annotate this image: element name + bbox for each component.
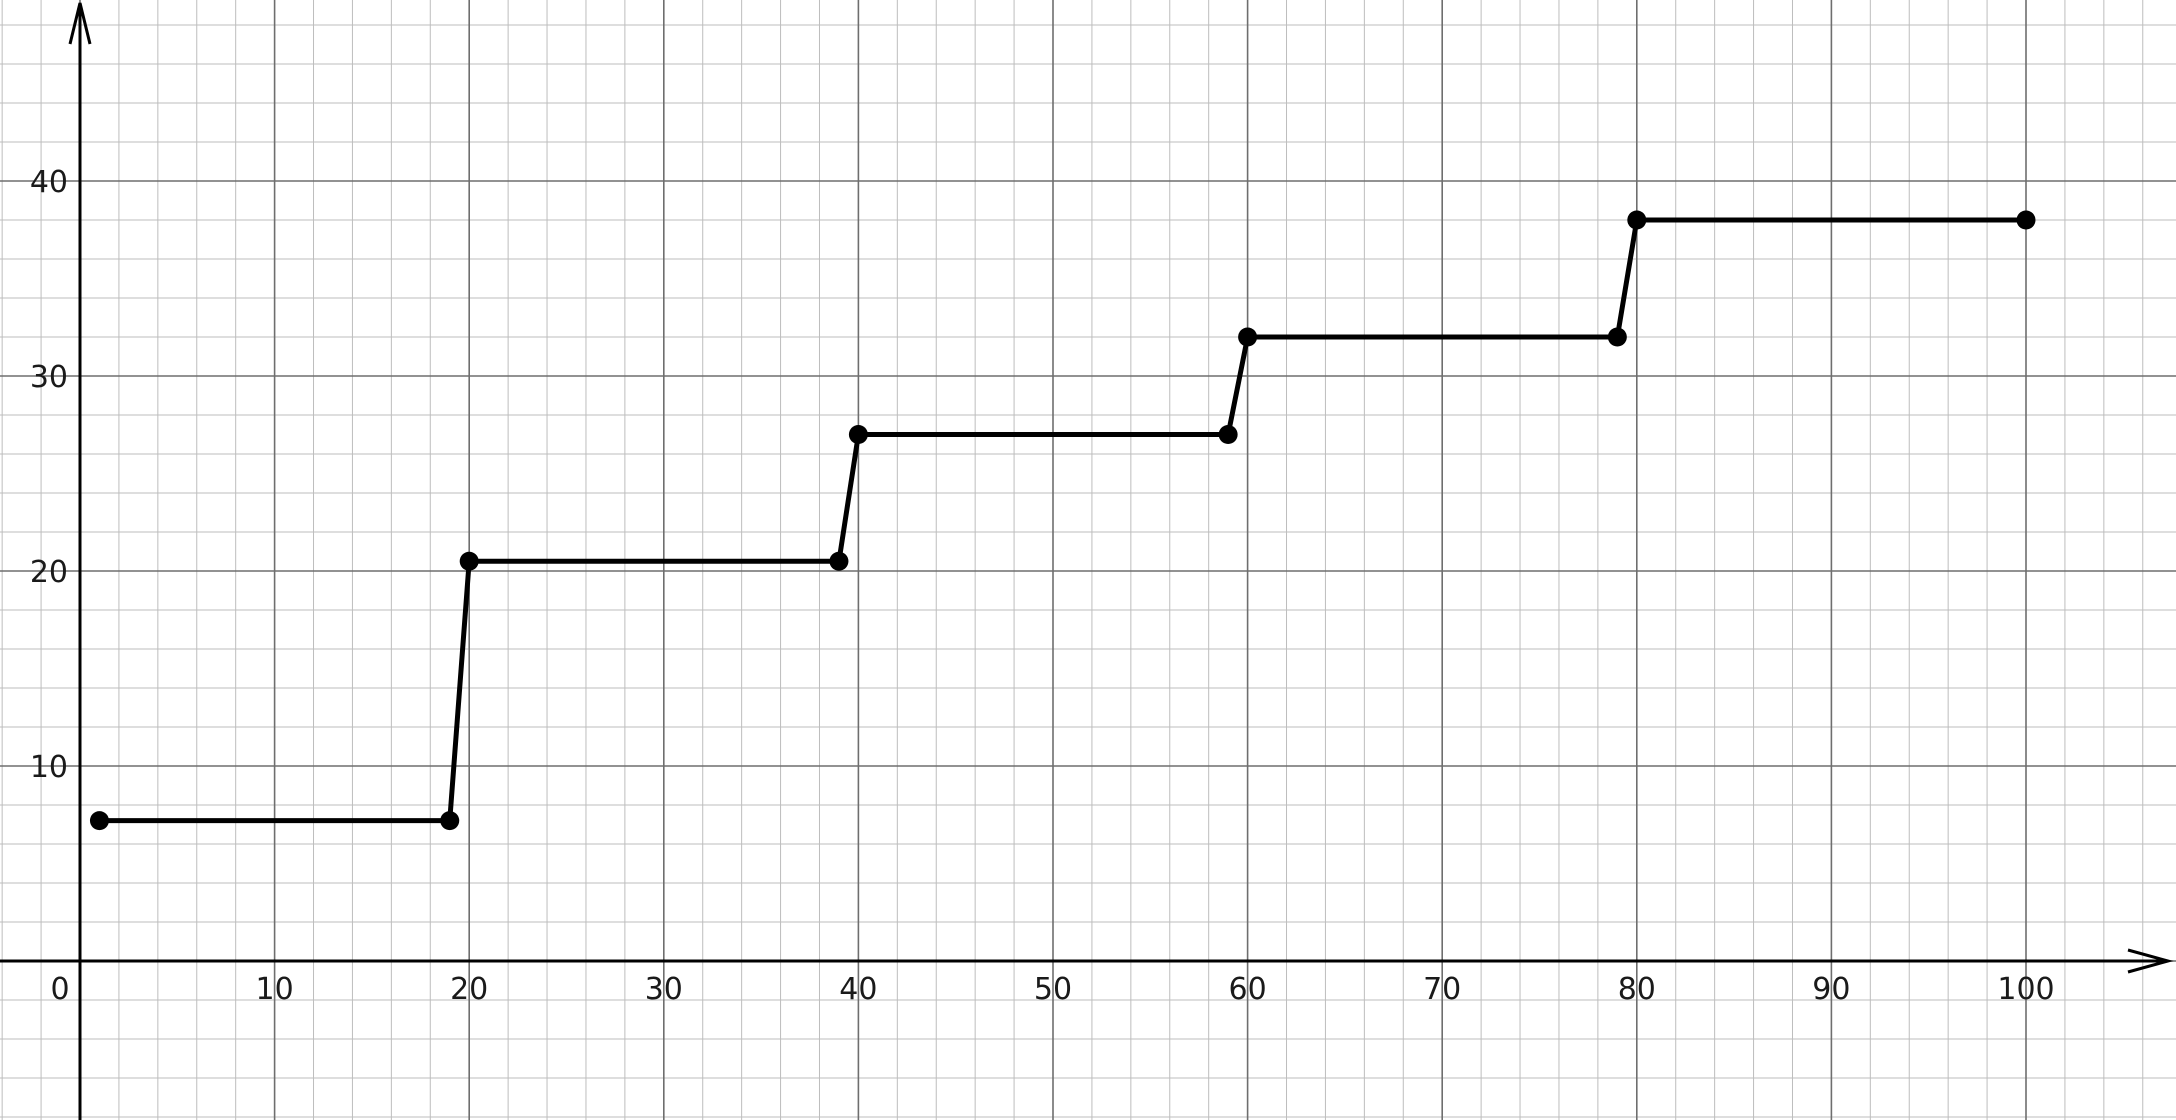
- series-line: [96, 217, 2029, 824]
- data-point: [1627, 210, 1647, 230]
- data-point: [440, 811, 460, 831]
- y-tick-label: 10: [30, 750, 68, 785]
- data-point: [1607, 327, 1627, 347]
- x-tick-label: 30: [645, 972, 683, 1007]
- x-tick-label: 100: [1997, 972, 2054, 1007]
- data-point: [1238, 327, 1258, 347]
- x-tick-label: 80: [1618, 972, 1656, 1007]
- origin-label: 0: [50, 972, 69, 1007]
- x-tick-label: 50: [1034, 972, 1072, 1007]
- y-axis-arrow: [68, 2, 92, 45]
- data-series: [89, 210, 2036, 831]
- data-point: [459, 551, 479, 571]
- data-point: [848, 425, 868, 444]
- y-tick-label: 30: [30, 360, 68, 395]
- data-point: [89, 811, 109, 831]
- y-tick-label: 40: [30, 165, 68, 200]
- y-tick-label: 20: [30, 555, 68, 590]
- x-tick-label: 60: [1229, 972, 1267, 1007]
- data-point: [1218, 425, 1238, 444]
- x-tick-label: 10: [256, 972, 294, 1007]
- x-tick-label: 90: [1812, 972, 1850, 1007]
- x-tick-label: 70: [1423, 972, 1461, 1007]
- x-tick-label: 20: [450, 972, 488, 1007]
- data-point: [2016, 210, 2036, 230]
- x-tick-label: 40: [839, 972, 877, 1007]
- tick-labels: 10 20 30 40 50 60 70 80 90 100 10 20 30 40 0: [30, 165, 2055, 1007]
- x-axis-arrow: [2127, 948, 2174, 974]
- data-point: [829, 551, 849, 571]
